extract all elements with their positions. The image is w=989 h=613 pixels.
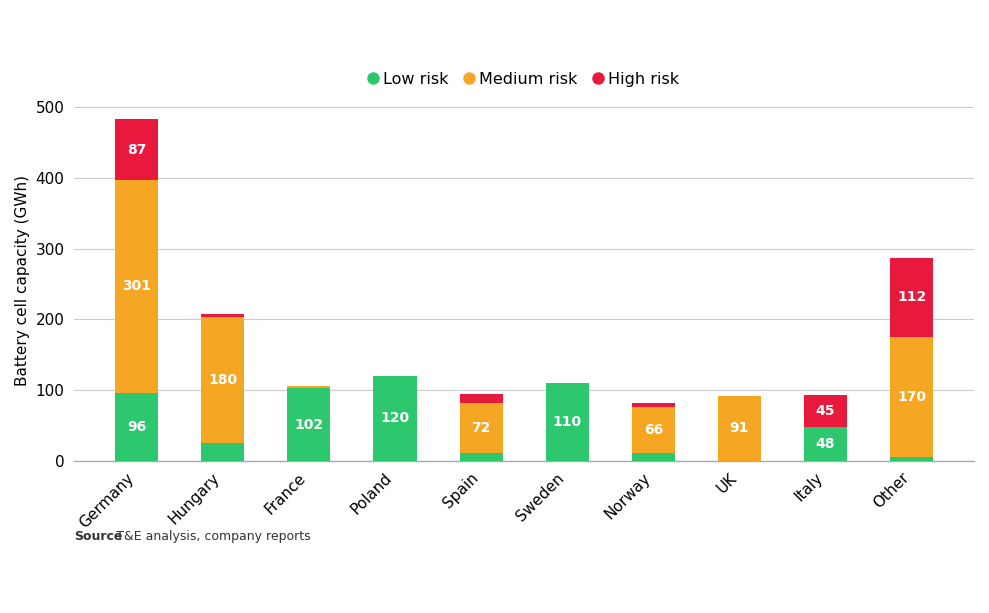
Bar: [374, 376, 416, 460]
Text: 96: 96: [127, 420, 146, 433]
Bar: [718, 396, 761, 460]
Text: 91: 91: [730, 421, 749, 435]
Bar: [632, 407, 674, 454]
Bar: [890, 457, 933, 460]
Bar: [890, 337, 933, 457]
Text: 170: 170: [897, 390, 926, 404]
Text: 45: 45: [816, 404, 836, 417]
Bar: [804, 395, 847, 427]
Bar: [202, 443, 244, 460]
Bar: [115, 119, 158, 180]
Y-axis label: Battery cell capacity (GWh): Battery cell capacity (GWh): [15, 175, 30, 386]
Text: 301: 301: [123, 280, 151, 294]
Text: 48: 48: [816, 436, 836, 451]
Text: 102: 102: [295, 417, 323, 432]
Bar: [288, 389, 330, 460]
Bar: [460, 454, 502, 460]
Text: Source: Source: [74, 530, 123, 543]
Text: 87: 87: [127, 142, 146, 156]
Bar: [460, 394, 502, 403]
Text: 110: 110: [553, 414, 582, 428]
Bar: [632, 403, 674, 407]
Bar: [804, 427, 847, 460]
Bar: [288, 386, 330, 389]
Bar: [115, 393, 158, 460]
Legend: Low risk, Medium risk, High risk: Low risk, Medium risk, High risk: [363, 65, 685, 94]
Bar: [202, 317, 244, 443]
Bar: [632, 454, 674, 460]
Bar: [460, 403, 502, 454]
Text: 180: 180: [209, 373, 237, 387]
Text: 72: 72: [472, 421, 491, 435]
Bar: [890, 258, 933, 337]
Text: : T&E analysis, company reports: : T&E analysis, company reports: [109, 530, 312, 543]
Text: 66: 66: [644, 423, 663, 437]
Text: 112: 112: [897, 291, 927, 305]
Text: 120: 120: [381, 411, 409, 425]
Bar: [115, 180, 158, 393]
Bar: [546, 383, 588, 460]
Bar: [202, 314, 244, 317]
